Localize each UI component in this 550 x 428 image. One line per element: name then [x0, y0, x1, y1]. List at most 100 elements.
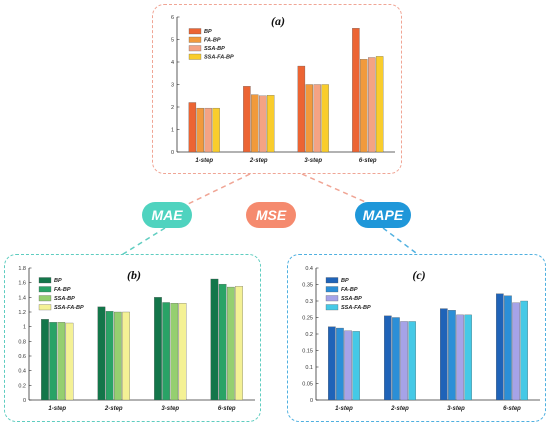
y-tick-label: 1.8	[18, 266, 26, 272]
bar-bp-3-step	[297, 65, 306, 153]
y-tick-label: 6	[171, 15, 174, 21]
y-tick-label: 0.2	[18, 383, 26, 389]
y-tick-label: 0	[171, 150, 174, 156]
mse-bar-chart: 0 1 2 3 4 5 6 1-step 2-step 3-step 6-step (a) BP FA-B…	[171, 14, 395, 164]
x-tick-label: 1-step	[335, 406, 353, 412]
bar-fa-bp-3-step	[162, 302, 170, 401]
y-tick-label: 1.6	[18, 281, 26, 287]
mae-bar-chart: 0 0.2 0.4 0.6 0.8 1 1.2 1.4 1.6 1.8 1-step 2-step 3-…	[18, 266, 255, 412]
bar-ssa-bp-3-step	[456, 314, 464, 401]
y-tick-label: 0.15	[302, 349, 313, 355]
bar-ssa-fa-bp-1-step	[65, 322, 74, 401]
bar-bp-3-step	[440, 308, 448, 401]
bar-ssa-bp-2-step	[114, 311, 122, 401]
bar-ssa-fa-bp-6-step	[235, 286, 243, 401]
y-tick-label: 0	[310, 398, 313, 404]
legend-label: SSA-FA-BP	[54, 305, 84, 311]
legend-label: SSA-BP	[341, 296, 362, 302]
x-tick-label: 3-step	[304, 158, 322, 164]
bar-fa-bp-6-step	[218, 283, 227, 401]
bar-fa-bp-2-step	[251, 94, 259, 153]
x-tick-label: 1-step	[48, 406, 66, 412]
mape-badge: MAPE	[355, 202, 411, 228]
bar-ssa-fa-bp-6-step	[520, 300, 528, 401]
panel-label: (b)	[127, 268, 141, 282]
x-tick-label: 2-step	[390, 406, 409, 412]
bar-ssa-bp-1-step	[344, 330, 352, 401]
bar-bp-6-step	[496, 293, 504, 401]
bar-bp-2-step	[243, 86, 251, 153]
bar-fa-bp-6-step	[360, 59, 368, 153]
bar-bp-6-step	[352, 28, 360, 153]
mae-chart-panel: 0 0.2 0.4 0.6 0.8 1 1.2 1.4 1.6 1.8 1-step 2-step 3-…	[4, 254, 261, 422]
x-tick-label: 2-step	[104, 406, 123, 412]
bar-fa-bp-1-step	[336, 327, 344, 401]
y-tick-label: 0.4	[305, 266, 313, 272]
bar-ssa-bp-1-step	[57, 322, 66, 401]
bar-ssa-bp-6-step	[368, 57, 376, 153]
legend-swatch	[188, 28, 202, 35]
bar-ssa-fa-bp-1-step	[212, 107, 220, 153]
legend: BP FA-BP SSA-BP SSA-FA-BP	[325, 277, 371, 311]
x-tick-label: 6-step	[503, 406, 521, 412]
panel-label: (a)	[271, 14, 285, 28]
x-tick-label: 6-step	[218, 406, 236, 412]
mape-chart-panel: 0 0.05 0.1 0.15 0.2 0.25 0.3 0.35 0.4 1-step 2-ste…	[287, 254, 546, 422]
y-tick-label: 0.3	[305, 299, 313, 305]
y-tick-label: 0.05	[302, 382, 313, 388]
bar-fa-bp-6-step	[504, 295, 512, 401]
legend-label: FA-BP	[54, 287, 71, 293]
legend-swatch	[38, 304, 52, 311]
bar-ssa-fa-bp-2-step	[122, 311, 130, 401]
bar-ssa-bp-6-step	[227, 286, 235, 401]
legend-swatch	[325, 277, 339, 284]
bar-bp-1-step	[328, 326, 336, 401]
legend-label: BP	[341, 278, 349, 284]
mae-badge: MAE	[142, 202, 192, 228]
y-tick-label: 0.4	[18, 369, 26, 375]
y-tick-label: 1.2	[18, 310, 26, 316]
y-tick-label: 1.4	[18, 295, 26, 301]
legend-swatch	[325, 295, 339, 302]
bar-ssa-fa-bp-2-step	[408, 321, 416, 401]
legend-swatch	[188, 53, 202, 60]
mse-chart-panel: 0 1 2 3 4 5 6 1-step 2-step 3-step 6-step (a) BP FA-B…	[152, 4, 402, 174]
legend-label: SSA-FA-BP	[204, 55, 234, 61]
legend-swatch	[38, 277, 52, 284]
x-tick-label: 2-step	[249, 158, 268, 164]
panel-label: (c)	[412, 268, 425, 282]
y-tick-label: 0.25	[302, 316, 313, 322]
legend-swatch	[38, 286, 52, 293]
y-tick-label: 0.1	[305, 365, 313, 371]
bar-ssa-bp-3-step	[170, 303, 179, 401]
bar-bp-1-step	[41, 319, 49, 401]
y-tick-label: 0	[23, 398, 26, 404]
legend-label: SSA-BP	[54, 296, 75, 302]
bar-ssa-bp-3-step	[313, 84, 321, 153]
legend-label: SSA-BP	[204, 46, 225, 52]
bar-ssa-fa-bp-2-step	[266, 95, 275, 153]
y-tick-label: 1	[171, 128, 174, 134]
legend: BP FA-BP SSA-BP SSA-FA-BP	[38, 277, 84, 311]
legend-swatch	[325, 286, 339, 293]
bar-ssa-fa-bp-1-step	[352, 331, 360, 401]
bar-bp-3-step	[154, 297, 162, 401]
legend-label: FA-BP	[341, 287, 358, 293]
y-tick-label: 4	[171, 60, 174, 66]
legend-swatch	[188, 36, 202, 43]
x-tick-label: 6-step	[359, 158, 377, 164]
bar-ssa-fa-bp-6-step	[375, 56, 384, 153]
bar-fa-bp-1-step	[196, 107, 204, 153]
bar-ssa-bp-6-step	[512, 302, 520, 401]
y-tick-label: 0.6	[18, 354, 26, 360]
legend: BP FA-BP SSA-BP SSA-FA-BP	[188, 28, 234, 61]
legend-swatch	[38, 295, 52, 302]
mse-badge: MSE	[246, 202, 296, 228]
legend-label: BP	[54, 278, 62, 284]
bar-ssa-bp-1-step	[204, 107, 212, 153]
bar-fa-bp-3-step	[305, 84, 313, 153]
y-tick-label: 1	[23, 325, 26, 331]
bar-bp-6-step	[210, 278, 219, 401]
bar-ssa-bp-2-step	[400, 321, 408, 401]
